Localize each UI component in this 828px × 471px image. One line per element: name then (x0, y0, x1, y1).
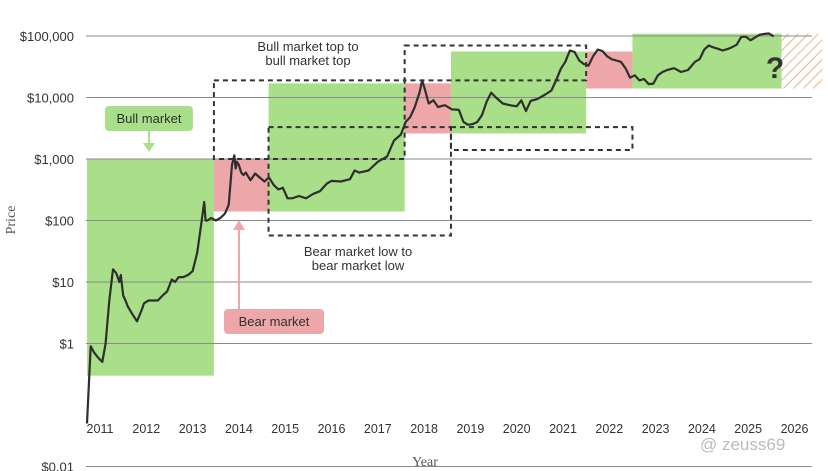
x-tick-label: 2025 (734, 422, 762, 436)
line-layer (85, 32, 775, 424)
future-question-mark: ? (766, 52, 784, 85)
y-tick-label: $0.01 (41, 460, 74, 471)
watermark-text: @ zeuss69 (700, 435, 785, 454)
x-tick-label: 2024 (688, 422, 716, 436)
x-tick-label: 2013 (179, 422, 207, 436)
y-tick-label: $100,000 (20, 29, 74, 44)
x-tick-label: 2022 (595, 422, 623, 436)
bear-tag-arrow-head (233, 220, 245, 230)
x-tick-label: 2011 (87, 422, 114, 436)
x-tick-label: 2018 (410, 422, 438, 436)
x-tick-label: 2012 (132, 422, 160, 436)
x-tick-label: 2021 (549, 422, 577, 436)
y-tick-label: $10,000 (27, 91, 74, 106)
dashed-box-layer (212, 44, 634, 237)
bear-tag-box (224, 309, 324, 334)
projection-region-7 (781, 33, 823, 89)
bull-region-4 (450, 51, 587, 134)
annotation-layer: Bull market Bear market Bull market top … (4, 39, 785, 470)
x-tick-label: 2019 (456, 422, 484, 436)
bear-region-1 (213, 159, 269, 212)
dashed-box-1 (403, 44, 588, 82)
grid-layer (86, 35, 812, 467)
x-tick-label: 2023 (642, 422, 670, 436)
x-tick-label: 2016 (318, 422, 346, 436)
top-annotation-line2: bull market top (265, 53, 350, 68)
dashed-box-3 (449, 126, 634, 152)
x-axis-title: Year (412, 455, 438, 470)
y-tick-label: $100 (45, 214, 74, 229)
bull-tag-arrow-head (143, 143, 155, 152)
x-tick-label: 2026 (781, 422, 809, 436)
bull-tag-label: Bull market (116, 111, 181, 126)
bull-region-2 (268, 83, 405, 212)
regions-layer (87, 33, 823, 376)
y-tick-label: $1,000 (34, 152, 74, 167)
dashed-box-2 (267, 126, 452, 237)
low-annotation-line2: bear market low (312, 258, 405, 273)
x-tick-label: 2015 (271, 422, 299, 436)
x-tick-label: 2014 (225, 422, 253, 436)
dashed-box-0 (212, 79, 406, 160)
bear-tag-label: Bear market (239, 314, 310, 329)
y-tick-label: $10 (52, 275, 74, 290)
x-tick-label: 2020 (503, 422, 531, 436)
bull-region-6 (632, 33, 782, 89)
bull-tag-box (105, 106, 193, 131)
bear-region-3 (404, 83, 451, 134)
price-series-line (85, 32, 775, 424)
top-annotation-line1: Bull market top to (257, 39, 358, 54)
x-tick-label: 2017 (364, 422, 392, 436)
low-annotation-line1: Bear market low to (304, 244, 412, 259)
axis-layer: $100,000 $10,000 $1,000 $100 $10 $1 $0.01 2011 2… (20, 29, 809, 471)
y-tick-label: $1 (60, 337, 74, 352)
y-axis-title: Price (4, 206, 19, 235)
